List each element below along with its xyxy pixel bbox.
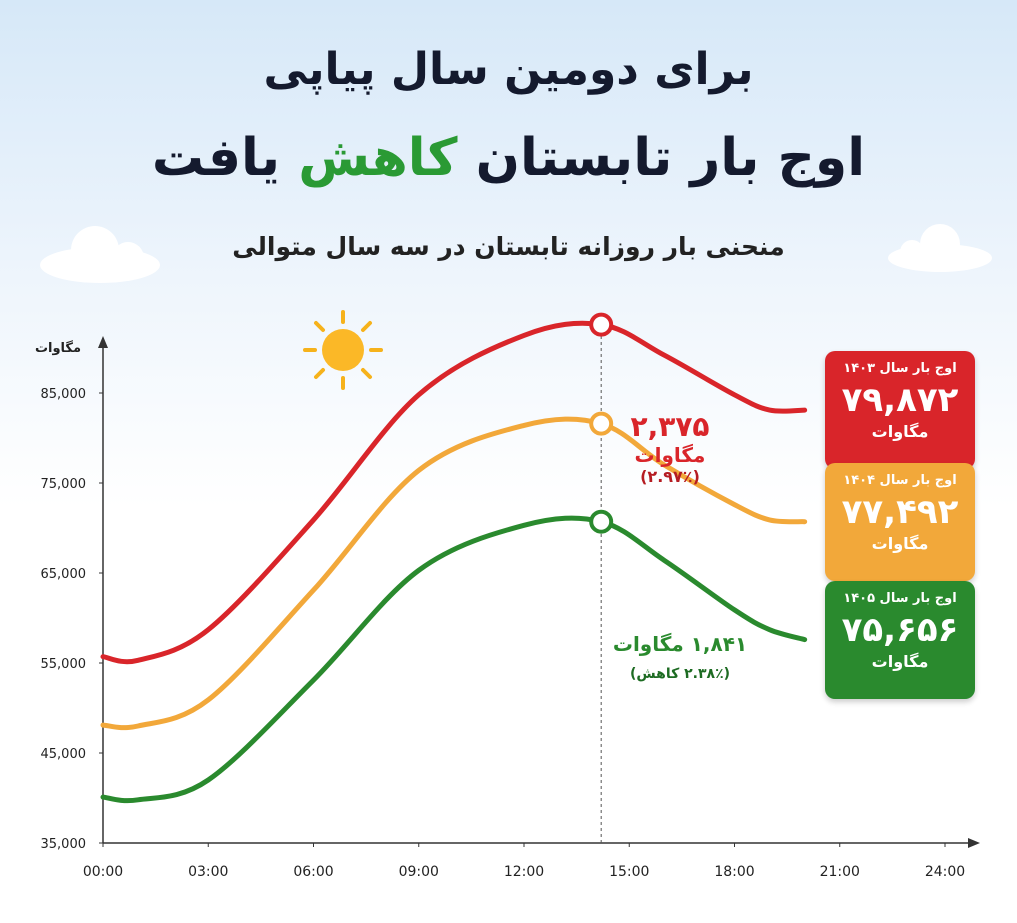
- y-tick-label: 45,000: [41, 747, 87, 762]
- box-value: ۷۷,۴۹۲: [841, 491, 959, 532]
- annotation-percent: (۲.۹۷٪): [640, 467, 700, 486]
- x-tick-label: 21:00: [820, 864, 860, 880]
- y-tick-label: 75,000: [41, 477, 87, 492]
- box-value: ۷۵,۶۵۶: [841, 609, 959, 650]
- x-tick-label: 09:00: [399, 864, 439, 880]
- annotation-value: ۲,۳۷۵: [630, 410, 710, 443]
- x-axis-arrow: [968, 838, 980, 848]
- x-tick-label: 00:00: [83, 864, 123, 880]
- annotation-green: ۱,۸۴۱ مگاوات (۲.۳۸٪ کاهش): [600, 632, 760, 682]
- box-unit: مگاوات: [871, 651, 929, 671]
- x-tick-label: 18:00: [714, 864, 754, 880]
- peak-box: اوج بار سال ۱۴۰۴ ۷۷,۴۹۲ مگاوات: [825, 462, 975, 581]
- box-title: اوج بار سال ۱۴۰۴: [843, 472, 957, 488]
- peak-marker: [589, 411, 614, 436]
- x-tick-label: 24:00: [925, 864, 965, 880]
- annotation-value: ۱,۸۴۱ مگاوات: [612, 632, 748, 656]
- peak-box: اوج بار سال ۱۴۰۳ ۷۹,۸۷۲ مگاوات: [825, 351, 975, 470]
- y-tick-label: 55,000: [41, 657, 87, 672]
- cloud: [40, 224, 992, 283]
- box-unit: مگاوات: [871, 533, 929, 553]
- series-line: [100, 515, 808, 804]
- peak-marker: [589, 509, 614, 534]
- box-title: اوج بار سال ۱۴۰۳: [843, 361, 957, 377]
- title-part: اوج بار تابستان: [475, 128, 866, 188]
- box-title: اوج بار سال ۱۴۰۵: [843, 590, 957, 606]
- title-line-1: برای دومین سال پیاپی: [263, 44, 754, 95]
- x-tick-label: 15:00: [609, 864, 649, 880]
- annotation-unit: مگاوات: [634, 443, 706, 467]
- y-tick-label: 85,000: [41, 387, 87, 402]
- annotation-red: ۲,۳۷۵ مگاوات (۲.۹۷٪): [610, 410, 730, 486]
- annotation-percent: (۲.۳۸٪ کاهش): [629, 666, 731, 682]
- y-axis-label: مگاوات: [35, 340, 81, 356]
- peak-marker: [589, 312, 614, 337]
- box-value: ۷۹,۸۷۲: [841, 380, 959, 421]
- series-line: [100, 416, 808, 731]
- y-tick-label: 65,000: [41, 567, 87, 582]
- title-highlight: کاهش: [298, 128, 458, 188]
- title-line-2: اوج بار تابستان کاهش یافت: [0, 128, 1017, 188]
- box-unit: مگاوات: [871, 422, 929, 442]
- sun-icon: [303, 310, 383, 390]
- y-axis-arrow: [98, 336, 108, 348]
- x-tick-label: 03:00: [188, 864, 228, 880]
- x-tick-label: 12:00: [504, 864, 544, 880]
- y-tick-label: 35,000: [41, 837, 87, 852]
- subtitle: منحنی بار روزانه تابستان در سه سال متوال…: [232, 232, 785, 261]
- peak-box: اوج بار سال ۱۴۰۵ ۷۵,۶۵۶ مگاوات: [825, 580, 975, 699]
- x-tick-label: 06:00: [293, 864, 333, 880]
- title-part: یافت: [151, 128, 281, 188]
- series-line: [100, 320, 808, 665]
